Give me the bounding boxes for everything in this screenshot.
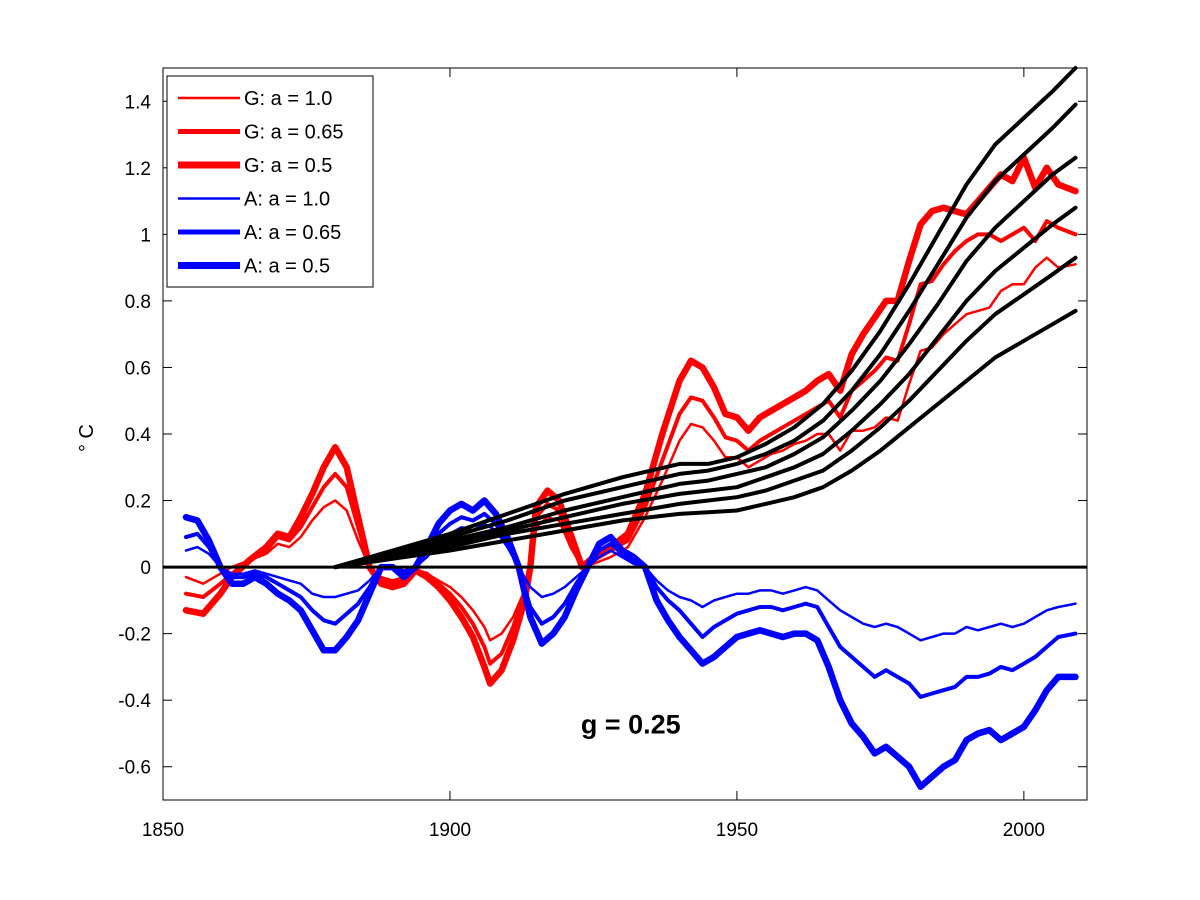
legend-label: A: a = 1.0 [244,189,330,211]
legend: G: a = 1.0 G: a = 0.65 G: a = 0.5 A: a = 1.… [166,75,374,288]
series-line-7 [333,102,1078,570]
series-layer [182,66,1079,790]
y-tick-label: 0 [140,558,151,579]
y-tick-label: -0.2 [118,625,151,646]
y-axis-label-group: ° C [76,424,98,452]
legend-label: A: a = 0.65 [244,222,341,244]
legend-label: G: a = 0.5 [244,155,332,177]
y-tick-label: 0.6 [125,358,151,379]
series-line-11 [333,308,1078,570]
y-tick-label: 0.8 [125,292,151,313]
y-tick-label: 1 [140,225,151,246]
y-axis-label: ° C [76,424,98,452]
x-tick-label: 1900 [429,820,471,841]
y-tick-label: -0.4 [118,691,151,712]
series-line-2 [182,154,1079,687]
x-tick-label: 2000 [1003,820,1045,841]
axis-ticks: 1850 1900 1950 2000 -0.6 -0.4 -0.2 0 0.2 0.4 0.6 0.… [118,68,1087,841]
y-tick-label: 0.2 [125,492,151,513]
x-tick-label: 1850 [142,820,184,841]
y-tick-label: 1.2 [125,159,151,180]
y-tick-label: -0.6 [118,758,151,779]
legend-label: G: a = 0.65 [244,122,344,144]
series-line-3 [184,522,1077,642]
x-tick-label: 1950 [716,820,758,841]
legend-label: A: a = 0.5 [244,256,330,278]
series-line-9 [333,205,1078,570]
series-line-10 [333,255,1078,570]
series-line-0 [184,256,1077,642]
annotation-label: g = 0.25 [581,709,681,739]
y-tick-label: 0.4 [125,425,152,446]
series-line-8 [333,155,1078,570]
series-line-6 [333,66,1078,570]
legend-box [166,75,374,288]
y-tick-label: 1.4 [125,92,152,113]
series-line-5 [182,497,1079,790]
legend-label: G: a = 1.0 [244,88,332,110]
